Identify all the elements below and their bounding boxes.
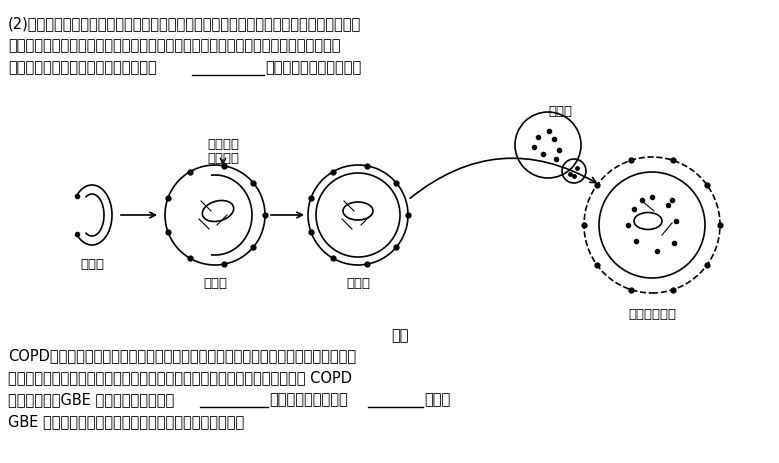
Text: 吞噬泡: 吞噬泡 — [203, 277, 227, 290]
Text: 自噬体: 自噬体 — [346, 277, 370, 290]
Text: 图２: 图２ — [391, 328, 409, 343]
Text: 自噬性溢酶体: 自噬性溢酶体 — [628, 308, 676, 321]
Text: 噬细胞吱噬、调节免疫应答等过程中起重要作用。自噬过程如图２，自噬体与溢酶体融: 噬细胞吱噬、调节免疫应答等过程中起重要作用。自噬过程如图２，自噬体与溢酶体融 — [8, 38, 340, 53]
Text: 分隔膜: 分隔膜 — [80, 258, 104, 271]
Text: 导致受损细胞器降解受阔而异常堆积，影响细胞正常代谢。电镜结果显示，与 COPD: 导致受损细胞器降解受阔而异常堆积，影响细胞正常代谢。电镜结果显示，与 COPD — [8, 370, 352, 385]
Text: 和细胞器: 和细胞器 — [207, 152, 239, 165]
Text: ，可降解受损的细胞器。: ，可降解受损的细胞器。 — [266, 60, 362, 75]
Text: COPD模型组大鼠肺泡巨噬细胞自噬被激活，但细胞内自噬体和溢酶体正常融合受阔，: COPD模型组大鼠肺泡巨噬细胞自噬被激活，但细胞内自噬体和溢酶体正常融合受阔， — [8, 348, 356, 363]
Text: ，自噬性溢酶体数量: ，自噬性溢酶体数量 — [270, 392, 348, 407]
Text: 胞质蛋白: 胞质蛋白 — [207, 138, 239, 151]
Text: 溢酶体: 溢酶体 — [548, 105, 572, 118]
Text: 合后形成自噬性溢酶体，溢酶体内含有: 合后形成自噬性溢酶体，溢酶体内含有 — [8, 60, 157, 75]
Text: 模型组相比，GBE 组细胞中自噬体数量: 模型组相比，GBE 组细胞中自噬体数量 — [8, 392, 174, 407]
Text: (2)自噬是一种真核细胞降解受损细胞器、错误折叠蛋白质和病原体的正常代谢机制，在巨: (2)自噬是一种真核细胞降解受损细胞器、错误折叠蛋白质和病原体的正常代谢机制，在… — [8, 16, 361, 31]
Text: GBE 可通过促进自噬体和溢酶体正常融合进而促进自噬。: GBE 可通过促进自噬体和溢酶体正常融合进而促进自噬。 — [8, 414, 245, 429]
Text: ，推测: ，推测 — [425, 392, 450, 407]
